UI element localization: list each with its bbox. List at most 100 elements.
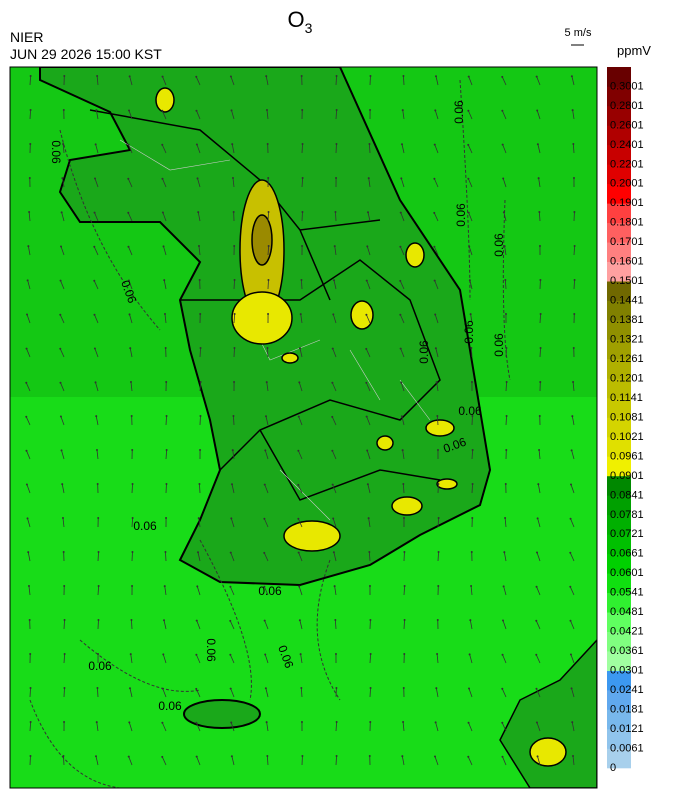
- wind-vector-head: [267, 177, 269, 179]
- wind-vector-head: [471, 517, 473, 519]
- wind-vector-head: [61, 449, 63, 451]
- wind-vector-head: [536, 722, 538, 724]
- wind-vector-head: [298, 416, 300, 418]
- contour-label: 0.06: [133, 519, 157, 533]
- wind-vector-head: [368, 177, 370, 179]
- wind-vector: [97, 688, 98, 697]
- wind-vector-head: [335, 653, 337, 655]
- wind-vector-head: [366, 416, 368, 418]
- wind-vector-head: [504, 517, 506, 519]
- wind-vector-head: [502, 144, 504, 146]
- wind-vector-head: [233, 381, 235, 383]
- wind-vector-head: [536, 552, 538, 554]
- wind-vector-head: [25, 382, 27, 384]
- wind-vector-head: [472, 449, 474, 451]
- map: 0.060.060.060.060.060.060.060.060.060.06…: [10, 67, 597, 788]
- wind-vector-head: [402, 449, 404, 451]
- wind-vector-head: [469, 653, 471, 655]
- wind-vector-head: [537, 517, 539, 519]
- wind-vector-head: [95, 415, 97, 417]
- wind-vector-head: [61, 177, 63, 179]
- wind-vector-head: [165, 381, 167, 383]
- colorbar-label: 0.0241: [610, 684, 644, 696]
- wind-vector-head: [539, 245, 541, 247]
- wind-vector-head: [298, 381, 300, 383]
- wind-vector: [63, 756, 64, 765]
- wind-vector-head: [97, 483, 99, 485]
- wind-vector-head: [127, 178, 129, 180]
- wind-vector-head: [127, 212, 129, 214]
- wind-vector: [369, 144, 370, 153]
- wind-vector-head: [129, 313, 131, 315]
- wind-vector-head: [368, 517, 370, 519]
- wind-vector-head: [537, 483, 539, 485]
- wind-vector-head: [467, 144, 469, 146]
- wind-vector-head: [128, 144, 130, 146]
- wind-vector-head: [29, 755, 31, 757]
- colorbar-label: 0.0541: [610, 587, 644, 599]
- wind-vector-head: [369, 75, 371, 77]
- wind-vector-head: [199, 279, 201, 281]
- wind-vector-head: [435, 347, 437, 349]
- wind-vector-head: [571, 721, 573, 723]
- wind-vector-head: [366, 245, 368, 247]
- wind-vector-head: [571, 687, 573, 689]
- wind-vector-head: [433, 246, 435, 248]
- wind-vector-head: [399, 280, 401, 282]
- title-main: O: [288, 7, 305, 32]
- wind-reference: 5 m/s: [565, 27, 592, 39]
- wind-vector-head: [97, 619, 99, 621]
- wind-vector-head: [232, 415, 234, 417]
- wind-vector-head: [63, 721, 65, 723]
- colorbar-label: 0.0721: [610, 528, 644, 540]
- wind-vector-head: [539, 279, 541, 281]
- wind-vector: [132, 484, 133, 493]
- wind-vector-head: [331, 416, 333, 418]
- wind-vector-head: [62, 517, 64, 519]
- wind-vector-head: [230, 76, 232, 78]
- colorbar-label: 0.0841: [610, 489, 644, 501]
- wind-vector-head: [197, 177, 199, 179]
- wind-vector-head: [95, 109, 97, 111]
- wind-vector-head: [572, 755, 574, 757]
- wind-vector-head: [404, 619, 406, 621]
- wind-vector: [302, 144, 303, 153]
- wind-vector-head: [229, 586, 231, 588]
- wind-vector-head: [94, 348, 96, 350]
- wind-vector-head: [535, 654, 537, 656]
- wind-vector-head: [336, 109, 338, 111]
- wind-vector-head: [98, 585, 100, 587]
- wind-vector-head: [571, 75, 573, 77]
- wind-vector-head: [266, 755, 268, 757]
- wind-vector-head: [331, 450, 333, 452]
- wind-vector-head: [267, 313, 269, 315]
- wind-vector-head: [93, 314, 95, 316]
- wind-vector-head: [539, 381, 541, 383]
- wind-vector: [233, 416, 234, 425]
- wind-vector-head: [505, 483, 507, 485]
- wind-vector-head: [505, 449, 507, 451]
- wind-vector-head: [300, 279, 302, 281]
- contour-label: 0.06: [492, 233, 506, 257]
- wind-vector-head: [97, 517, 99, 519]
- wind-vector: [268, 212, 269, 221]
- wind-vector-head: [62, 755, 64, 757]
- wind-vector-head: [370, 687, 372, 689]
- wind-vector-head: [266, 347, 268, 349]
- colorbar-label: 0.0181: [610, 703, 644, 715]
- wind-vector-head: [93, 246, 95, 248]
- colorbar-label: 0.0481: [610, 606, 644, 618]
- wind-vector-head: [538, 177, 540, 179]
- wind-vector-head: [434, 109, 436, 111]
- wind-vector-head: [59, 314, 61, 316]
- wind-vector-head: [538, 449, 540, 451]
- wind-vector-head: [128, 756, 130, 758]
- wind-vector-head: [232, 449, 234, 451]
- wind-vector-head: [572, 143, 574, 145]
- wind-vector-head: [501, 688, 503, 690]
- wind-vector-head: [469, 619, 471, 621]
- title: O3: [288, 7, 313, 36]
- wind-vector: [234, 280, 235, 289]
- wind-vector-head: [570, 484, 572, 486]
- wind-vector-head: [433, 212, 435, 214]
